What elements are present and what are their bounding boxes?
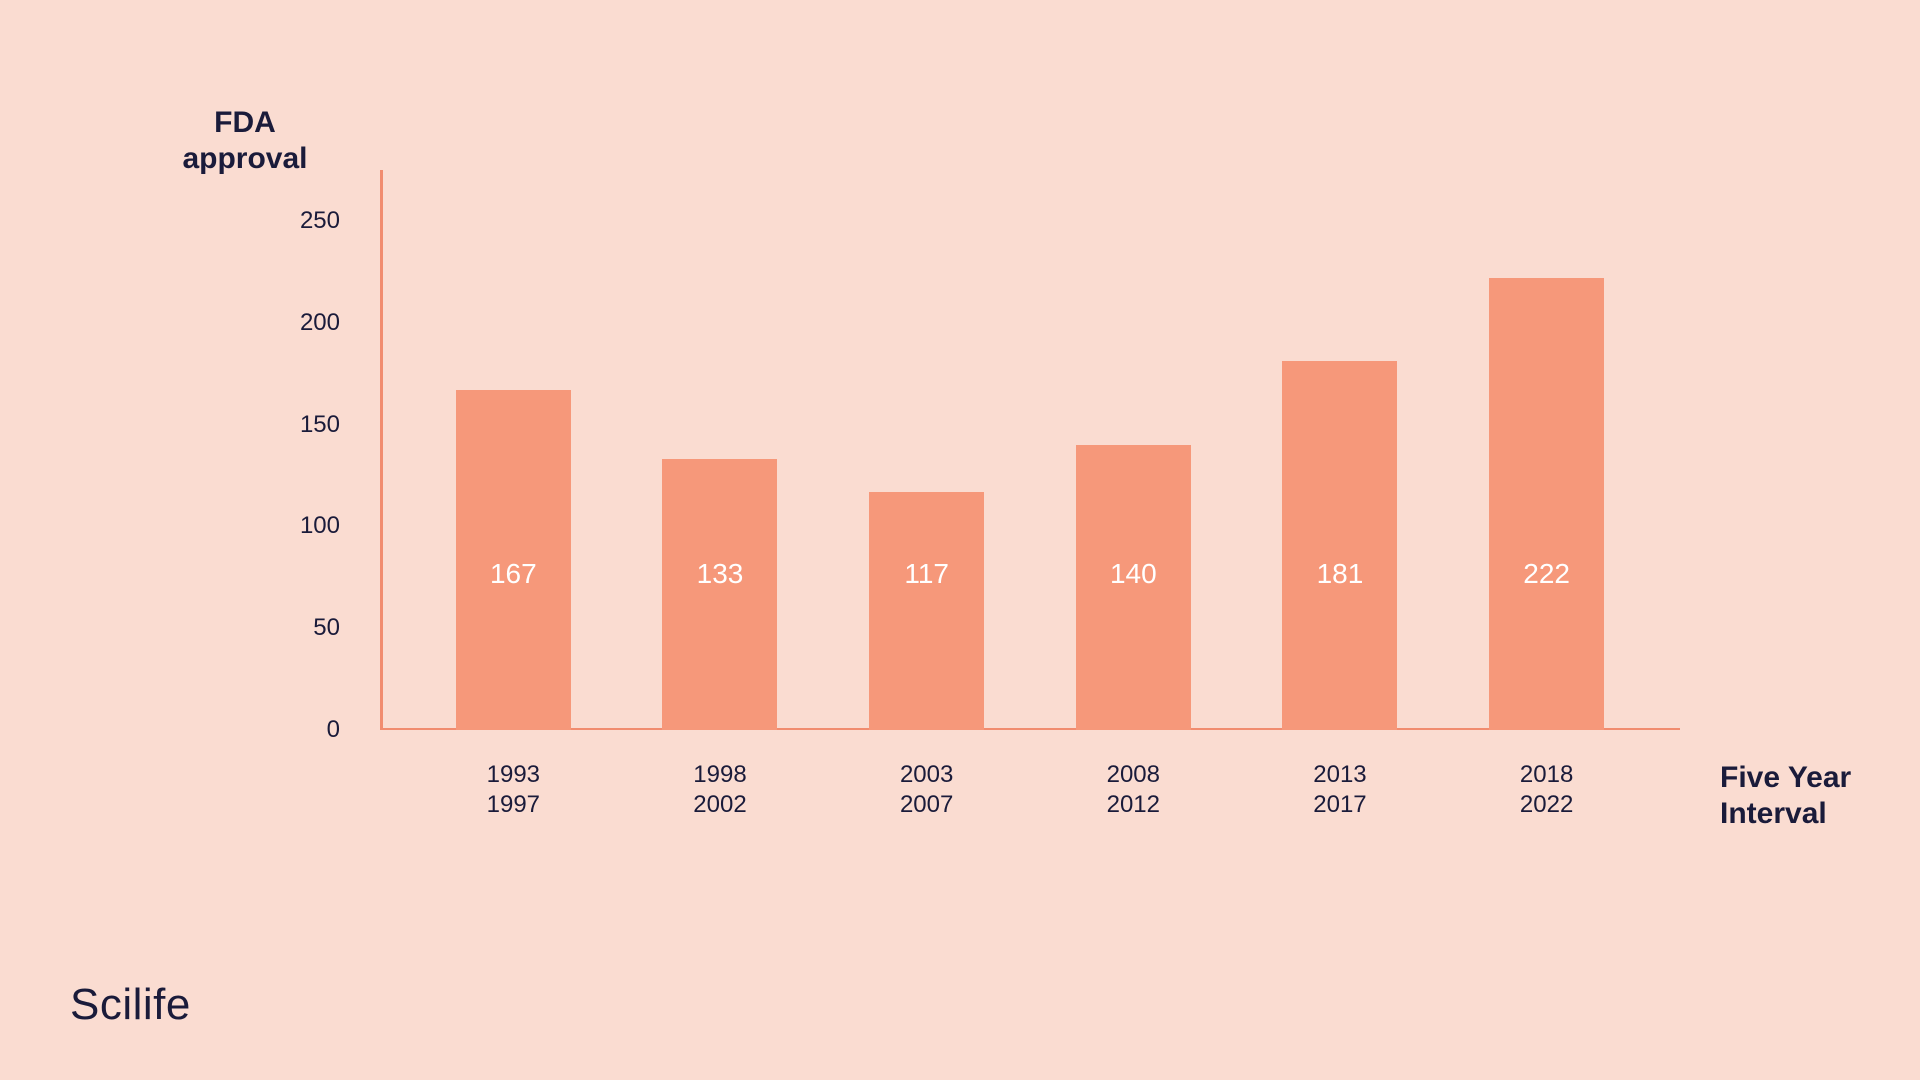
x-tick-label: 19931997 <box>456 760 571 820</box>
bar: 222 <box>1489 278 1604 730</box>
bar: 133 <box>662 459 777 730</box>
x-axis-title-line1: Five Year <box>1720 760 1851 796</box>
bar-value-label: 222 <box>1523 558 1570 590</box>
y-tick-label: 100 <box>300 512 340 540</box>
x-axis-title: Five Year Interval <box>1720 760 1851 832</box>
brand-logo: Scilife <box>70 980 191 1030</box>
y-axis-title-line1: FDA <box>155 105 335 141</box>
x-tick-label: 20082012 <box>1076 760 1191 820</box>
bar: 117 <box>869 492 984 730</box>
y-axis-title: FDA approval <box>155 105 335 177</box>
bar-value-label: 167 <box>490 558 537 590</box>
y-tick-label: 250 <box>300 207 340 235</box>
bar: 181 <box>1282 361 1397 730</box>
x-tick-label: 20032007 <box>869 760 984 820</box>
plot-area: 167 133 117 140 181 222 <box>380 170 1680 730</box>
bar: 140 <box>1076 445 1191 730</box>
bar-value-label: 117 <box>904 558 949 590</box>
chart-canvas: FDA approval 0 50 100 150 200 250 167 133 117 14… <box>0 0 1920 1080</box>
y-tick-label: 0 <box>327 716 340 744</box>
bar-value-label: 133 <box>697 558 744 590</box>
x-axis-title-line2: Interval <box>1720 796 1851 832</box>
x-tick-label: 20182022 <box>1489 760 1604 820</box>
x-axis-labels: 19931997 19982002 20032007 20082012 20132017… <box>380 760 1680 820</box>
y-tick-label: 50 <box>313 614 340 642</box>
y-tick-label: 150 <box>300 411 340 439</box>
x-tick-label: 20132017 <box>1282 760 1397 820</box>
y-axis-ticks: 050100150200250 <box>0 170 340 730</box>
bar-value-label: 140 <box>1110 558 1157 590</box>
y-tick-label: 200 <box>300 309 340 337</box>
bar-value-label: 181 <box>1317 558 1364 590</box>
bars-container: 167 133 117 140 181 222 <box>380 170 1680 730</box>
bar: 167 <box>456 390 571 730</box>
x-tick-label: 19982002 <box>662 760 777 820</box>
